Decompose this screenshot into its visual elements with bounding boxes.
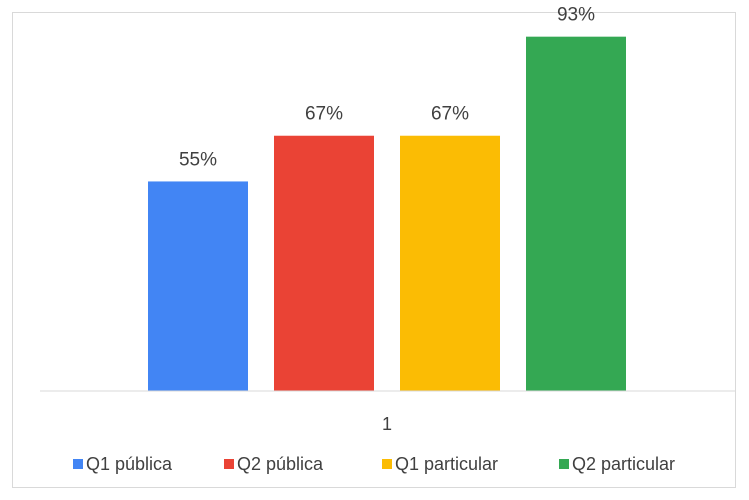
legend: Q1 pública Q2 pública Q1 particular Q2 part… [73,454,675,474]
bar-q2-particular [526,36,626,392]
legend-label: Q1 pública [86,454,173,474]
data-label: 55% [179,149,217,170]
legend-label: Q2 pública [237,454,324,474]
legend-swatch [73,459,83,469]
legend-item: Q2 particular [559,454,675,474]
legend-item: Q1 particular [382,454,498,474]
legend-label: Q2 particular [572,454,675,474]
data-label: 93% [557,5,595,26]
legend-swatch [382,459,392,469]
bar-q2-pública [274,135,374,391]
legend-label: Q1 particular [395,454,498,474]
legend-item: Q1 pública [73,454,173,474]
legend-item: Q2 pública [224,454,324,474]
bar-q1-pública [148,181,248,391]
legend-swatch [559,459,569,469]
bar-q1-particular [400,135,500,391]
data-label: 67% [305,104,343,125]
legend-swatch [224,459,234,469]
bars-layer: 55% 67% 67% 93% [148,5,626,392]
data-label: 67% [431,104,469,125]
category-tick-label: 1 [382,414,392,434]
